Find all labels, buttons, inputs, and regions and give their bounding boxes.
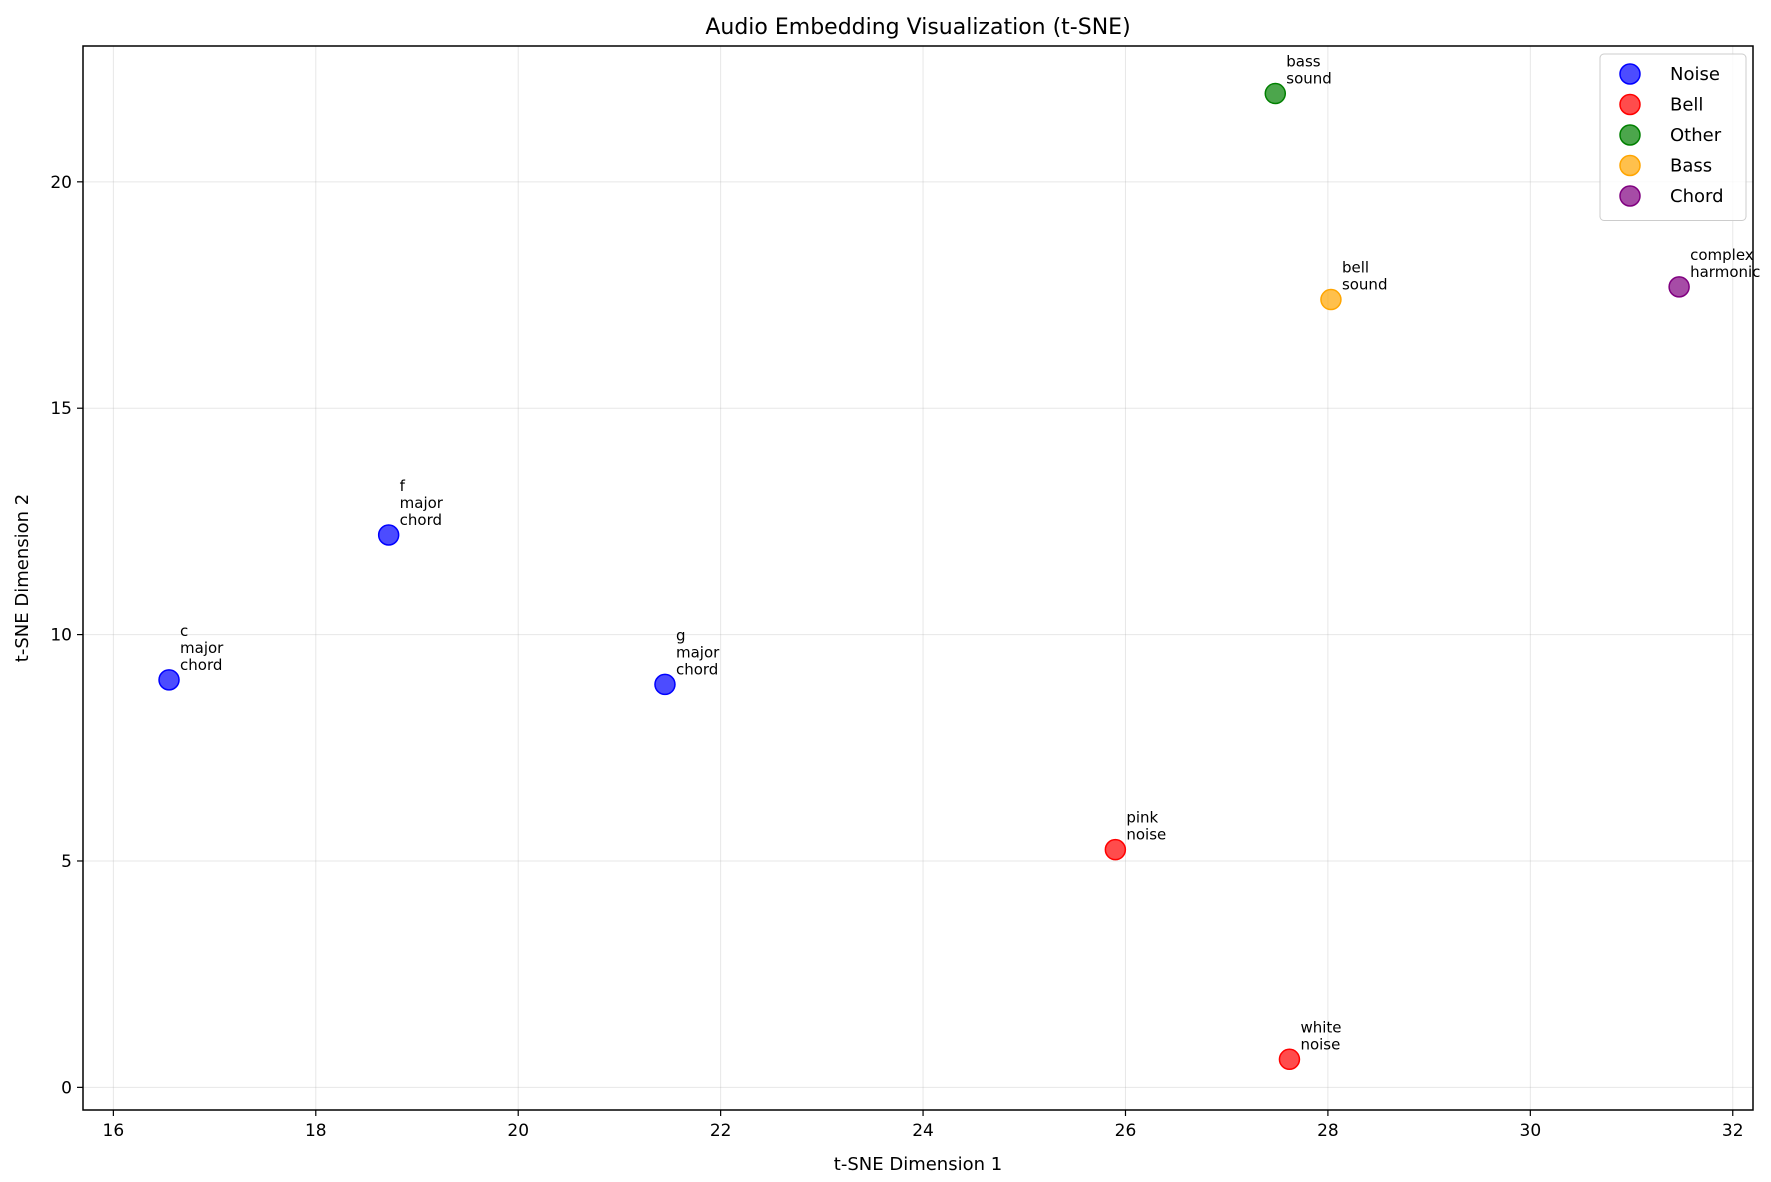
y-tick-label: 0: [61, 1078, 72, 1098]
data-points: cmajorchordfmajorchordgmajorchordpinknoi…: [158, 53, 1760, 1071]
legend-marker: [1619, 185, 1641, 207]
point-label: bass: [1286, 53, 1321, 71]
point-label: sound: [1342, 276, 1388, 294]
point-label: noise: [1300, 1035, 1340, 1053]
point-label: sound: [1286, 70, 1332, 88]
x-tick-label: 18: [305, 1121, 327, 1141]
point-label: major: [676, 643, 720, 661]
legend-marker: [1619, 63, 1641, 85]
x-tick-label: 28: [1317, 1121, 1339, 1141]
legend-label: Bass: [1670, 156, 1712, 177]
point-label: complex: [1690, 246, 1754, 264]
x-tick-label: 22: [710, 1121, 732, 1141]
data-point: [1264, 82, 1287, 105]
legend-label: Bell: [1670, 95, 1703, 116]
x-tick-label: 20: [507, 1121, 529, 1141]
point-label: chord: [676, 660, 718, 678]
point-label: major: [400, 494, 444, 512]
x-axis-label: t-SNE Dimension 1: [834, 1154, 1002, 1175]
legend-marker: [1619, 124, 1641, 146]
point-label: f: [400, 477, 406, 495]
plot-frame: [82, 45, 1754, 1111]
data-point: [654, 673, 676, 696]
y-tick-label: 5: [61, 852, 72, 872]
data-point: [158, 669, 180, 691]
x-tick-label: 30: [1520, 1121, 1542, 1141]
point-label: noise: [1126, 826, 1166, 844]
data-point: [1320, 288, 1342, 311]
legend: Noise Bell Other Bass Chord: [1599, 53, 1747, 221]
x-tick-label: 24: [912, 1121, 934, 1141]
data-point: [377, 524, 400, 546]
y-tick-label: 20: [50, 173, 72, 193]
chart-title: Audio Embedding Visualization (t-SNE): [705, 15, 1130, 40]
x-tick-label: 26: [1115, 1121, 1137, 1141]
point-label: c: [180, 622, 188, 640]
point-label: white: [1300, 1018, 1341, 1036]
legend-label: Chord: [1670, 186, 1724, 207]
point-label: chord: [400, 511, 442, 529]
y-tick-label: 10: [50, 626, 72, 646]
y-axis-label: t-SNE Dimension 2: [12, 494, 33, 662]
point-label: g: [676, 626, 686, 644]
data-point: [1668, 276, 1690, 298]
point-label: harmonic: [1690, 263, 1760, 281]
point-label: bell: [1342, 259, 1369, 277]
legend-marker: [1619, 154, 1641, 177]
x-tick-label: 16: [103, 1121, 125, 1141]
data-point: [1278, 1048, 1301, 1071]
data-point: [1104, 838, 1127, 861]
legend-label: Other: [1670, 125, 1722, 146]
grid: [83, 46, 1753, 1110]
legend-box: [1599, 53, 1747, 221]
point-label: major: [180, 639, 224, 657]
legend-marker: [1619, 93, 1641, 116]
x-tick-label: 32: [1722, 1121, 1744, 1141]
y-tick-label: 15: [50, 399, 72, 419]
point-label: chord: [180, 656, 222, 674]
legend-label: Noise: [1670, 64, 1720, 85]
point-label: pink: [1126, 809, 1158, 827]
ticks: 16 18 20 22 24 26 28 30 32 0 5 10 15 20: [50, 173, 1743, 1141]
